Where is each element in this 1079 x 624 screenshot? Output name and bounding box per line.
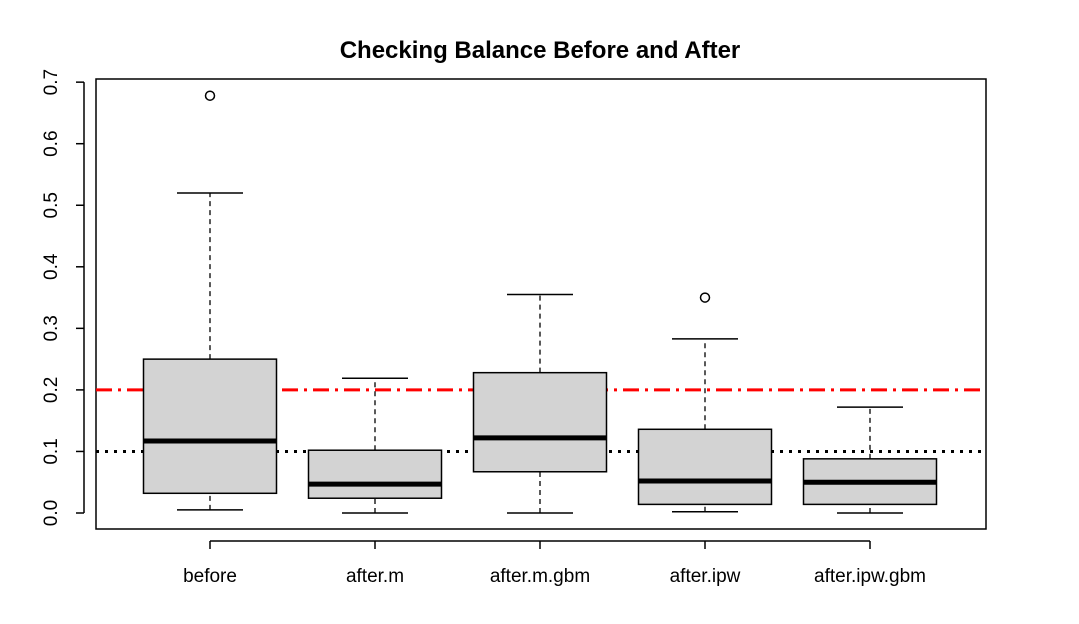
y-tick-label: 0.2	[41, 377, 62, 403]
x-category-label: after.m.gbm	[490, 566, 590, 587]
iqr-box	[472, 371, 608, 473]
iqr-box	[637, 428, 773, 506]
y-tick-label: 0.0	[41, 500, 62, 526]
plot-frame	[95, 78, 987, 530]
iqr-box	[142, 358, 278, 495]
x-category-label: after.m	[346, 566, 404, 587]
y-tick-label: 0.5	[41, 192, 62, 218]
y-tick-label: 0.1	[41, 438, 62, 464]
box-before	[142, 90, 278, 511]
box-after.m.gbm	[472, 293, 608, 514]
y-tick-label: 0.6	[41, 130, 62, 156]
outlier-point	[204, 90, 216, 101]
x-category-label: before	[183, 566, 237, 587]
y-tick-label: 0.7	[41, 69, 62, 95]
x-category-label: after.ipw	[670, 566, 741, 587]
iqr-box	[307, 449, 443, 499]
outlier-point	[699, 292, 711, 303]
box-after.m	[307, 377, 443, 514]
x-axis: before after.m after.m.gbm after.ipw after.i…	[183, 540, 926, 587]
y-tick-label: 0.4	[41, 253, 62, 280]
x-category-label: after.ipw.gbm	[814, 566, 926, 587]
box-after.ipw	[637, 292, 773, 513]
box-after.ipw.gbm	[802, 406, 938, 514]
box-group	[142, 90, 938, 514]
y-axis: 0.0 0.1 0.2 0.3 0.4 0.5 0.6 0.7	[41, 69, 85, 526]
y-tick-label: 0.3	[41, 315, 62, 341]
chart-title: Checking Balance Before and After	[340, 37, 741, 64]
